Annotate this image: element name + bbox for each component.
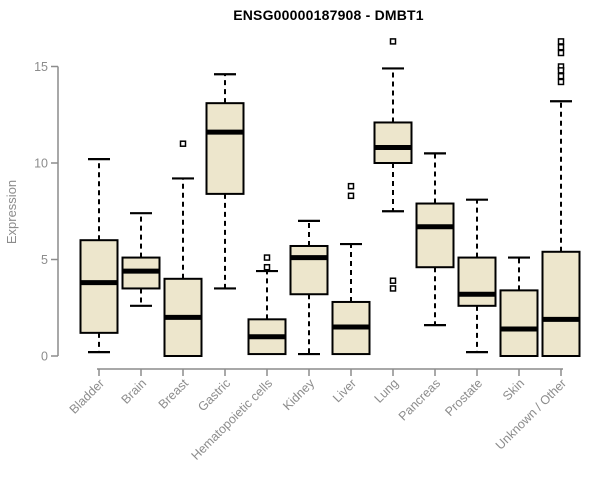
x-category-label: Prostate — [442, 376, 485, 419]
x-category-label: Hematopoietic cells — [189, 376, 276, 463]
x-category-label: Liver — [330, 376, 359, 405]
outlier-point — [179, 140, 187, 147]
iqr-box — [79, 239, 119, 334]
outlier-point — [557, 49, 565, 57]
x-category-label: Bladder — [67, 376, 107, 416]
y-tick-label: 5 — [41, 253, 48, 267]
x-category-label: Gastric — [195, 376, 233, 414]
iqr-box — [373, 121, 413, 164]
y-tick-label: 15 — [34, 60, 48, 74]
x-category-label: Unknown / Other — [493, 376, 569, 452]
x-category-label: Skin — [500, 376, 527, 403]
x-category-label: Brain — [119, 376, 150, 407]
outlier-point — [557, 67, 565, 74]
outlier-point — [263, 263, 271, 271]
outlier-point — [389, 277, 397, 284]
chart-title: ENSG00000187908 - DMBT1 — [233, 7, 424, 23]
outlier-point — [389, 38, 397, 45]
x-category-label: Breast — [156, 376, 192, 412]
outlier-point — [263, 254, 271, 261]
outlier-point — [557, 43, 565, 51]
iqr-box — [541, 250, 581, 357]
outlier-point — [557, 38, 565, 45]
outlier-point — [347, 182, 355, 190]
iqr-box — [457, 256, 497, 307]
x-category-label: Pancreas — [396, 376, 443, 423]
y-axis-title: Expression — [4, 180, 19, 244]
outlier-point — [557, 78, 565, 86]
iqr-box — [289, 244, 329, 296]
iqr-box — [499, 289, 539, 358]
iqr-box — [205, 102, 245, 195]
outlier-point — [389, 285, 397, 292]
outlier-point — [347, 192, 355, 200]
iqr-box — [415, 202, 455, 269]
x-category-label: Lung — [372, 376, 402, 406]
x-category-label: Kidney — [280, 376, 317, 413]
y-tick-label: 0 — [41, 350, 48, 364]
y-tick-label: 10 — [34, 157, 48, 171]
outlier-point — [557, 72, 565, 80]
